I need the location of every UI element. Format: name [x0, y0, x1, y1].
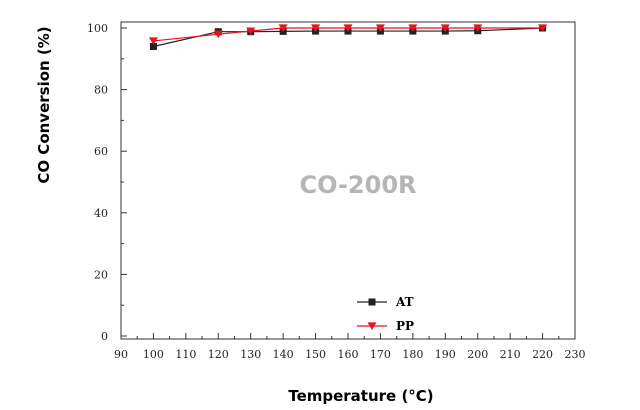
- data-point: [343, 24, 353, 33]
- x-tick-label: 90: [114, 348, 128, 361]
- legend-marker: [367, 322, 377, 331]
- data-point: [473, 24, 483, 33]
- data-point: [148, 37, 158, 45]
- series-layer: [148, 24, 548, 50]
- y-axis-title: CO Conversion (%): [35, 26, 53, 183]
- legend-item: AT: [357, 295, 414, 309]
- x-tick-label: 210: [500, 348, 521, 361]
- x-tick-label: 200: [467, 348, 488, 361]
- legend-label: PP: [396, 319, 414, 333]
- data-point: [440, 24, 450, 33]
- y-tick-label: 40: [94, 207, 108, 220]
- data-point: [246, 27, 256, 36]
- data-point: [408, 24, 418, 33]
- x-tick-label: 160: [338, 348, 359, 361]
- x-tick-label: 150: [305, 348, 326, 361]
- x-axis-title: Temperature (°C): [288, 387, 433, 405]
- x-tick-label: 130: [240, 348, 261, 361]
- x-tick-label: 100: [143, 348, 164, 361]
- x-axis-ticks: 90 100 110 120 130 140 150 160 170 180 190 200 210 22…: [114, 333, 586, 361]
- x-tick-label: 230: [565, 348, 586, 361]
- legend: AT PP: [357, 295, 414, 333]
- y-tick-label: 80: [94, 84, 108, 97]
- series-pp: [148, 24, 548, 45]
- legend-marker: [368, 298, 376, 306]
- data-point: [278, 24, 288, 33]
- data-point: [213, 30, 223, 39]
- data-point: [375, 24, 385, 33]
- x-tick-label: 170: [370, 348, 391, 361]
- data-point: [311, 24, 321, 33]
- y-tick-label: 60: [94, 145, 108, 158]
- x-tick-label: 190: [435, 348, 456, 361]
- y-tick-label: 0: [101, 330, 108, 343]
- y-tick-label: 20: [94, 268, 108, 281]
- x-tick-label: 120: [208, 348, 229, 361]
- y-tick-label: 100: [87, 22, 108, 35]
- x-tick-label: 110: [175, 348, 196, 361]
- data-point: [538, 24, 548, 33]
- x-tick-label: 140: [273, 348, 294, 361]
- chart-annotation: CO-200R: [300, 171, 417, 199]
- x-tick-label: 180: [402, 348, 423, 361]
- data-point: [149, 42, 157, 50]
- y-axis-ticks: 0 20 40 60 80 100: [87, 22, 127, 343]
- legend-item: PP: [357, 319, 414, 333]
- legend-label: AT: [395, 295, 414, 309]
- x-tick-label: 220: [532, 348, 553, 361]
